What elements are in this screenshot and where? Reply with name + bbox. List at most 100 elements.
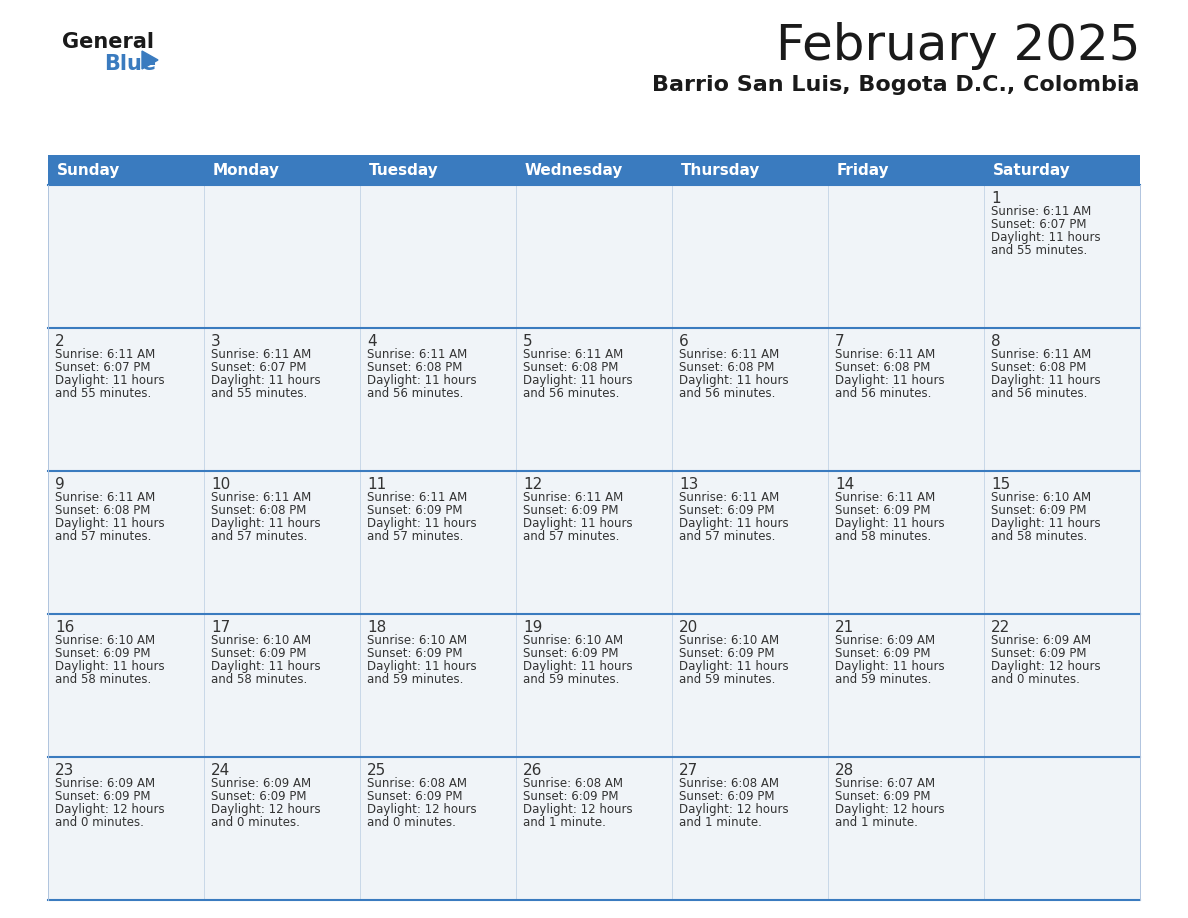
Text: Sunset: 6:09 PM: Sunset: 6:09 PM	[211, 790, 307, 803]
Bar	[828, 185, 984, 328]
Text: Sunrise: 6:10 AM: Sunrise: 6:10 AM	[211, 634, 311, 647]
Text: Daylight: 11 hours: Daylight: 11 hours	[523, 517, 633, 530]
Bar	[828, 471, 984, 614]
Text: Daylight: 12 hours: Daylight: 12 hours	[991, 660, 1100, 673]
Bar	[204, 757, 360, 900]
Text: 13: 13	[680, 477, 699, 492]
Text: Daylight: 11 hours: Daylight: 11 hours	[523, 374, 633, 387]
Text: and 55 minutes.: and 55 minutes.	[55, 387, 151, 400]
Text: Daylight: 11 hours: Daylight: 11 hours	[211, 517, 321, 530]
Text: and 59 minutes.: and 59 minutes.	[523, 673, 619, 686]
Text: Sunrise: 6:11 AM: Sunrise: 6:11 AM	[680, 348, 779, 361]
Text: and 56 minutes.: and 56 minutes.	[367, 387, 463, 400]
Text: Sunset: 6:09 PM: Sunset: 6:09 PM	[367, 647, 462, 660]
Text: 18: 18	[367, 620, 386, 635]
Text: 24: 24	[211, 763, 230, 778]
Text: 8: 8	[991, 334, 1000, 349]
Text: Sunset: 6:09 PM: Sunset: 6:09 PM	[991, 647, 1087, 660]
Bar	[672, 185, 828, 328]
Text: Daylight: 11 hours: Daylight: 11 hours	[211, 660, 321, 673]
Bar	[48, 328, 204, 471]
Text: Sunrise: 6:11 AM: Sunrise: 6:11 AM	[991, 205, 1092, 218]
Text: Sunrise: 6:08 AM: Sunrise: 6:08 AM	[680, 777, 779, 790]
Text: Daylight: 11 hours: Daylight: 11 hours	[211, 374, 321, 387]
Text: 2: 2	[55, 334, 64, 349]
Bar	[672, 471, 828, 614]
Text: Sunrise: 6:11 AM: Sunrise: 6:11 AM	[211, 348, 311, 361]
Text: Sunrise: 6:11 AM: Sunrise: 6:11 AM	[367, 348, 467, 361]
Text: 27: 27	[680, 763, 699, 778]
Text: 20: 20	[680, 620, 699, 635]
Text: Sunset: 6:09 PM: Sunset: 6:09 PM	[680, 790, 775, 803]
Text: 11: 11	[367, 477, 386, 492]
Text: Sunset: 6:09 PM: Sunset: 6:09 PM	[523, 504, 619, 517]
Text: Daylight: 11 hours: Daylight: 11 hours	[991, 517, 1100, 530]
Text: Daylight: 12 hours: Daylight: 12 hours	[55, 803, 165, 816]
Text: February 2025: February 2025	[776, 22, 1140, 70]
Text: Daylight: 11 hours: Daylight: 11 hours	[367, 374, 476, 387]
Text: and 0 minutes.: and 0 minutes.	[211, 816, 299, 829]
Bar	[360, 185, 516, 328]
Text: Sunset: 6:07 PM: Sunset: 6:07 PM	[211, 361, 307, 374]
Text: Sunrise: 6:10 AM: Sunrise: 6:10 AM	[367, 634, 467, 647]
Text: and 57 minutes.: and 57 minutes.	[367, 530, 463, 543]
Bar	[360, 757, 516, 900]
Text: Sunset: 6:09 PM: Sunset: 6:09 PM	[680, 504, 775, 517]
Text: and 1 minute.: and 1 minute.	[835, 816, 918, 829]
Text: Daylight: 11 hours: Daylight: 11 hours	[991, 374, 1100, 387]
Bar	[984, 471, 1140, 614]
Text: 10: 10	[211, 477, 230, 492]
Text: Daylight: 11 hours: Daylight: 11 hours	[55, 374, 165, 387]
Bar	[360, 328, 516, 471]
Text: 1: 1	[991, 191, 1000, 206]
Bar	[516, 757, 672, 900]
Text: 28: 28	[835, 763, 854, 778]
Text: Wednesday: Wednesday	[525, 162, 624, 177]
Text: Sunset: 6:09 PM: Sunset: 6:09 PM	[55, 647, 151, 660]
Bar	[516, 328, 672, 471]
Text: Sunset: 6:08 PM: Sunset: 6:08 PM	[211, 504, 307, 517]
Text: Sunset: 6:09 PM: Sunset: 6:09 PM	[835, 647, 930, 660]
Text: 4: 4	[367, 334, 377, 349]
Text: 26: 26	[523, 763, 543, 778]
Text: Sunset: 6:09 PM: Sunset: 6:09 PM	[523, 647, 619, 660]
Text: Daylight: 11 hours: Daylight: 11 hours	[835, 374, 944, 387]
Text: and 55 minutes.: and 55 minutes.	[211, 387, 308, 400]
Text: and 0 minutes.: and 0 minutes.	[991, 673, 1080, 686]
Text: Daylight: 12 hours: Daylight: 12 hours	[835, 803, 944, 816]
Bar	[984, 614, 1140, 757]
Text: Daylight: 11 hours: Daylight: 11 hours	[367, 517, 476, 530]
Text: Daylight: 11 hours: Daylight: 11 hours	[680, 517, 789, 530]
Text: Sunset: 6:08 PM: Sunset: 6:08 PM	[55, 504, 151, 517]
Text: 5: 5	[523, 334, 532, 349]
Bar	[828, 328, 984, 471]
Text: 19: 19	[523, 620, 543, 635]
Text: Daylight: 11 hours: Daylight: 11 hours	[367, 660, 476, 673]
Text: Sunday: Sunday	[57, 162, 120, 177]
Text: Sunrise: 6:08 AM: Sunrise: 6:08 AM	[367, 777, 467, 790]
Text: Daylight: 11 hours: Daylight: 11 hours	[523, 660, 633, 673]
Text: 16: 16	[55, 620, 75, 635]
Bar	[360, 471, 516, 614]
Bar	[204, 471, 360, 614]
Text: Daylight: 11 hours: Daylight: 11 hours	[835, 517, 944, 530]
Text: Daylight: 11 hours: Daylight: 11 hours	[55, 660, 165, 673]
Text: and 57 minutes.: and 57 minutes.	[523, 530, 619, 543]
Text: 12: 12	[523, 477, 542, 492]
Text: and 59 minutes.: and 59 minutes.	[835, 673, 931, 686]
Text: and 58 minutes.: and 58 minutes.	[835, 530, 931, 543]
Text: Sunrise: 6:08 AM: Sunrise: 6:08 AM	[523, 777, 623, 790]
Text: Daylight: 12 hours: Daylight: 12 hours	[523, 803, 633, 816]
Text: Sunrise: 6:10 AM: Sunrise: 6:10 AM	[680, 634, 779, 647]
Text: Sunrise: 6:11 AM: Sunrise: 6:11 AM	[55, 348, 156, 361]
Text: Sunrise: 6:09 AM: Sunrise: 6:09 AM	[211, 777, 311, 790]
Text: Daylight: 11 hours: Daylight: 11 hours	[835, 660, 944, 673]
Text: and 56 minutes.: and 56 minutes.	[523, 387, 619, 400]
Text: Sunrise: 6:11 AM: Sunrise: 6:11 AM	[55, 491, 156, 504]
Bar	[204, 185, 360, 328]
Text: Daylight: 11 hours: Daylight: 11 hours	[680, 374, 789, 387]
Text: 7: 7	[835, 334, 845, 349]
Bar	[828, 757, 984, 900]
Bar	[48, 185, 204, 328]
Text: and 56 minutes.: and 56 minutes.	[835, 387, 931, 400]
